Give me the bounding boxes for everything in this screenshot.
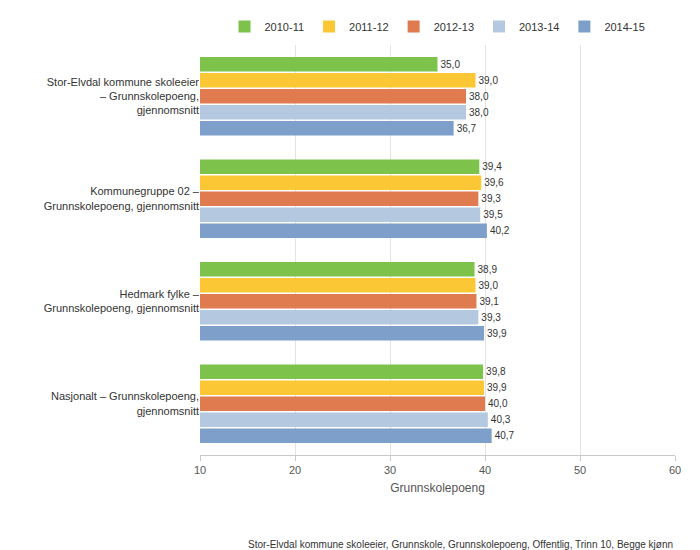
svg-text:Nasjonalt – Grunnskolepoeng,gj: Nasjonalt – Grunnskolepoeng,gjennomsnitt — [51, 390, 199, 416]
svg-text:39,9: 39,9 — [487, 328, 507, 339]
svg-text:39,8: 39,8 — [486, 366, 506, 377]
svg-text:Kommunegruppe 02 –Grunnskolepo: Kommunegruppe 02 –Grunnskolepoeng, gjenn… — [44, 185, 200, 211]
svg-text:2012-13: 2012-13 — [434, 21, 474, 33]
svg-text:Stor-Elvdal kommune skoleeier,: Stor-Elvdal kommune skoleeier, Grunnskol… — [248, 539, 673, 550]
svg-text:2011-12: 2011-12 — [349, 21, 389, 33]
svg-text:60: 60 — [669, 464, 681, 476]
svg-text:39,5: 39,5 — [483, 209, 503, 220]
svg-text:20: 20 — [289, 464, 301, 476]
svg-text:Grunnskolepoeng: Grunnskolepoeng — [390, 481, 485, 495]
svg-text:50: 50 — [574, 464, 586, 476]
svg-text:39,6: 39,6 — [484, 177, 504, 188]
svg-text:39,9: 39,9 — [487, 382, 507, 393]
svg-text:38,9: 38,9 — [478, 264, 498, 275]
svg-text:39,3: 39,3 — [481, 312, 501, 323]
svg-text:36,7: 36,7 — [457, 123, 477, 134]
svg-text:10: 10 — [194, 464, 206, 476]
svg-text:2010-11: 2010-11 — [265, 21, 305, 33]
svg-text:40,2: 40,2 — [490, 225, 510, 236]
svg-text:40,0: 40,0 — [488, 398, 508, 409]
svg-text:40,3: 40,3 — [491, 414, 511, 425]
svg-text:40: 40 — [479, 464, 491, 476]
svg-text:39,4: 39,4 — [482, 161, 502, 172]
svg-text:2013-14: 2013-14 — [519, 21, 559, 33]
svg-text:38,0: 38,0 — [469, 107, 489, 118]
svg-text:39,0: 39,0 — [479, 280, 499, 291]
svg-text:40,7: 40,7 — [495, 430, 515, 441]
svg-text:38,0: 38,0 — [469, 91, 489, 102]
svg-text:35,0: 35,0 — [441, 59, 461, 70]
svg-text:30: 30 — [384, 464, 396, 476]
svg-text:Hedmark fylke –Grunnskolepoeng: Hedmark fylke –Grunnskolepoeng, gjennoms… — [44, 288, 200, 314]
svg-text:Stor-Elvdal kommune skoleeier–: Stor-Elvdal kommune skoleeier– Grunnskol… — [47, 76, 200, 117]
svg-text:39,0: 39,0 — [479, 75, 499, 86]
svg-text:2014-15: 2014-15 — [604, 21, 644, 33]
svg-text:39,1: 39,1 — [479, 296, 499, 307]
svg-text:39,3: 39,3 — [481, 193, 501, 204]
